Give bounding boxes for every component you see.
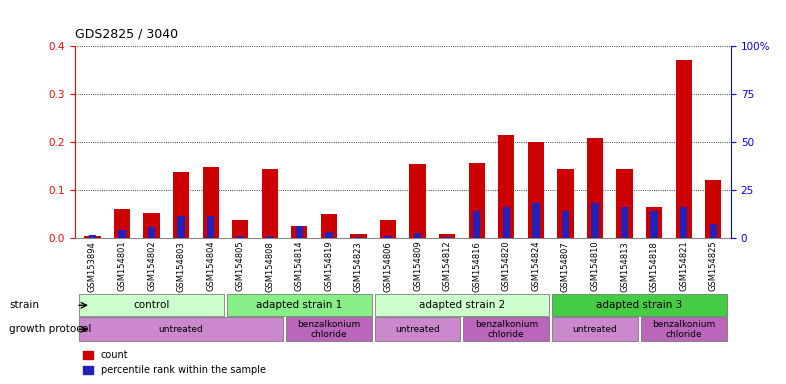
Bar	[468, 163, 485, 238]
Text: GSM154818: GSM154818	[649, 241, 659, 291]
Bar	[296, 226, 303, 238]
Bar	[464, 317, 549, 341]
Bar	[325, 232, 332, 238]
Bar	[439, 234, 455, 238]
Text: GSM154805: GSM154805	[236, 241, 244, 291]
Bar	[710, 223, 717, 238]
Text: GSM154819: GSM154819	[325, 241, 333, 291]
Text: GSM154820: GSM154820	[501, 241, 511, 291]
Bar	[375, 294, 549, 316]
Bar	[705, 180, 722, 238]
Bar	[498, 135, 514, 238]
Bar	[227, 294, 372, 316]
Bar	[552, 294, 726, 316]
Bar	[527, 142, 544, 238]
Bar	[173, 172, 189, 238]
Text: benzalkonium
chloride: benzalkonium chloride	[652, 319, 715, 339]
Bar	[351, 234, 366, 238]
Bar	[203, 167, 219, 238]
Text: GSM154807: GSM154807	[561, 241, 570, 291]
Text: GSM154813: GSM154813	[620, 241, 629, 291]
Text: GSM154812: GSM154812	[443, 241, 452, 291]
Bar	[207, 216, 215, 238]
Text: GSM154810: GSM154810	[590, 241, 600, 291]
Bar	[562, 211, 569, 238]
Bar	[410, 164, 426, 238]
Bar	[532, 203, 539, 238]
Bar	[675, 61, 692, 238]
Text: growth protocol: growth protocol	[9, 324, 92, 334]
Bar	[473, 211, 480, 238]
Bar	[321, 214, 337, 238]
Bar	[641, 317, 726, 341]
Text: benzalkonium
chloride: benzalkonium chloride	[475, 319, 538, 339]
Bar	[79, 294, 224, 316]
Bar	[262, 169, 278, 238]
Text: GSM154816: GSM154816	[472, 241, 481, 291]
Text: adapted strain 1: adapted strain 1	[256, 300, 343, 310]
Bar	[587, 138, 603, 238]
Bar	[375, 317, 461, 341]
Text: GSM154802: GSM154802	[147, 241, 156, 291]
Bar	[646, 207, 663, 238]
Text: GSM154809: GSM154809	[413, 241, 422, 291]
Bar	[616, 169, 633, 238]
Bar	[621, 207, 628, 238]
Bar	[237, 236, 244, 238]
Bar	[232, 220, 248, 238]
Text: GSM154825: GSM154825	[709, 241, 718, 291]
Text: GSM154806: GSM154806	[384, 241, 392, 291]
Bar	[266, 236, 274, 238]
Bar	[557, 169, 574, 238]
Bar	[591, 203, 599, 238]
Bar	[354, 237, 362, 238]
Text: adapted strain 2: adapted strain 2	[419, 300, 505, 310]
Text: GDS2825 / 3040: GDS2825 / 3040	[75, 27, 178, 40]
Bar	[84, 236, 101, 238]
Bar	[384, 236, 391, 238]
Bar	[414, 233, 421, 238]
Bar	[680, 207, 688, 238]
Bar	[114, 209, 130, 238]
Text: GSM154823: GSM154823	[354, 241, 363, 291]
Bar	[552, 317, 638, 341]
Text: GSM154801: GSM154801	[117, 241, 127, 291]
Text: untreated: untreated	[159, 325, 204, 334]
Text: strain: strain	[9, 300, 39, 310]
Text: GSM154824: GSM154824	[531, 241, 540, 291]
Legend: count, percentile rank within the sample: count, percentile rank within the sample	[79, 346, 270, 379]
Bar	[118, 230, 126, 238]
Bar	[286, 317, 372, 341]
Text: GSM154821: GSM154821	[679, 241, 689, 291]
Text: untreated: untreated	[395, 325, 440, 334]
Text: GSM154808: GSM154808	[266, 241, 274, 291]
Bar	[79, 317, 283, 341]
Text: GSM153894: GSM153894	[88, 241, 97, 291]
Bar	[651, 211, 658, 238]
Bar	[292, 226, 307, 238]
Bar	[148, 227, 155, 238]
Bar	[89, 235, 96, 238]
Bar	[178, 216, 185, 238]
Text: GSM154803: GSM154803	[177, 241, 185, 291]
Text: untreated: untreated	[573, 325, 617, 334]
Bar	[143, 213, 160, 238]
Text: adapted strain 3: adapted strain 3	[597, 300, 682, 310]
Bar	[443, 237, 451, 238]
Text: GSM154814: GSM154814	[295, 241, 304, 291]
Bar	[502, 207, 510, 238]
Text: control: control	[134, 300, 170, 310]
Bar	[380, 220, 396, 238]
Text: benzalkonium
chloride: benzalkonium chloride	[297, 319, 361, 339]
Text: GSM154804: GSM154804	[206, 241, 215, 291]
